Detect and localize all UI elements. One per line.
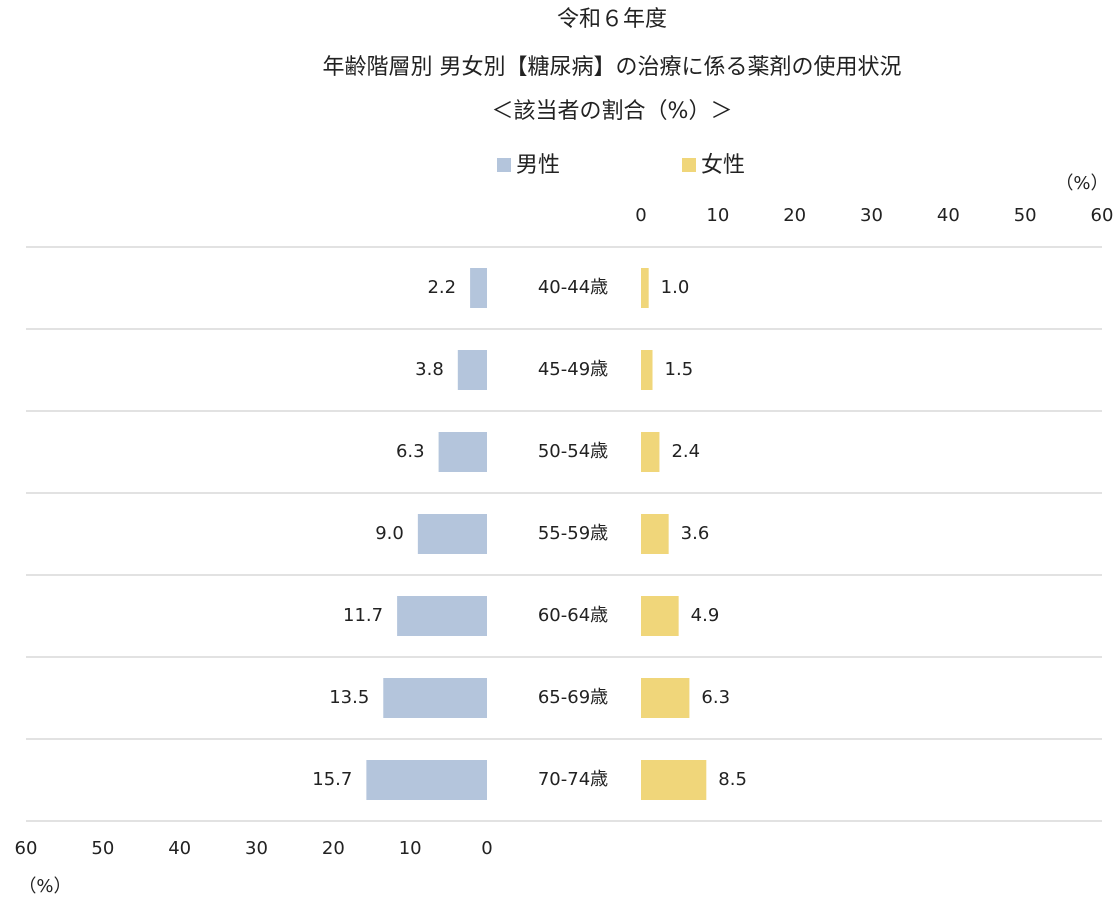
data-label: 4.9	[691, 605, 720, 626]
x-tick-label: 0	[635, 205, 646, 226]
x-tick-label: 60	[1091, 205, 1114, 226]
data-label: 6.3	[701, 687, 730, 708]
bar	[397, 596, 487, 636]
category-label: 60-64歳	[538, 605, 608, 626]
data-label: 3.6	[681, 523, 710, 544]
bar	[641, 432, 660, 472]
category-label: 45-49歳	[538, 359, 608, 380]
x-tick-label: 30	[860, 205, 883, 226]
x-tick-label: 40	[937, 205, 960, 226]
category-label: 70-74歳	[538, 769, 608, 790]
bar	[470, 268, 487, 308]
bar	[641, 514, 669, 554]
bar	[641, 760, 707, 800]
bar	[438, 432, 487, 472]
category-label: 40-44歳	[538, 277, 608, 298]
chart-title: ＜該当者の割合（%）＞	[492, 99, 733, 124]
bar	[641, 268, 649, 308]
data-label: 1.0	[661, 277, 690, 298]
data-label: 6.3	[396, 441, 425, 462]
data-label: 8.5	[718, 769, 747, 790]
x-tick-label: 40	[168, 838, 191, 859]
axis-unit: （%）	[1055, 173, 1108, 194]
data-label: 3.8	[415, 359, 444, 380]
x-tick-label: 0	[481, 838, 492, 859]
chart-title: 令和６年度	[557, 7, 667, 32]
x-tick-label: 50	[91, 838, 114, 859]
x-tick-label: 50	[1014, 205, 1037, 226]
bar	[641, 678, 690, 718]
bar	[383, 678, 487, 718]
x-tick-label: 20	[783, 205, 806, 226]
bar	[641, 596, 679, 636]
data-label: 1.5	[665, 359, 694, 380]
category-label: 50-54歳	[538, 441, 608, 462]
axis-unit: （%）	[18, 876, 71, 897]
x-tick-label: 10	[399, 838, 422, 859]
legend-label: 男性	[516, 153, 560, 178]
category-label: 55-59歳	[538, 523, 608, 544]
x-tick-label: 60	[15, 838, 38, 859]
x-tick-label: 30	[245, 838, 268, 859]
bar	[366, 760, 487, 800]
bar	[641, 350, 653, 390]
bar	[457, 350, 487, 390]
data-label: 13.5	[329, 687, 369, 708]
category-label: 65-69歳	[538, 687, 608, 708]
legend-swatch	[682, 158, 696, 172]
data-label: 9.0	[375, 523, 404, 544]
legend-label: 女性	[701, 153, 745, 178]
legend-swatch	[497, 158, 511, 172]
bar	[417, 514, 487, 554]
data-label: 15.7	[312, 769, 352, 790]
data-label: 2.2	[427, 277, 456, 298]
x-tick-label: 10	[706, 205, 729, 226]
x-tick-label: 20	[322, 838, 345, 859]
data-label: 11.7	[343, 605, 383, 626]
chart-title: 年齢階層別 男女別【糖尿病】の治療に係る薬剤の使用状況	[323, 55, 902, 80]
data-label: 2.4	[671, 441, 700, 462]
